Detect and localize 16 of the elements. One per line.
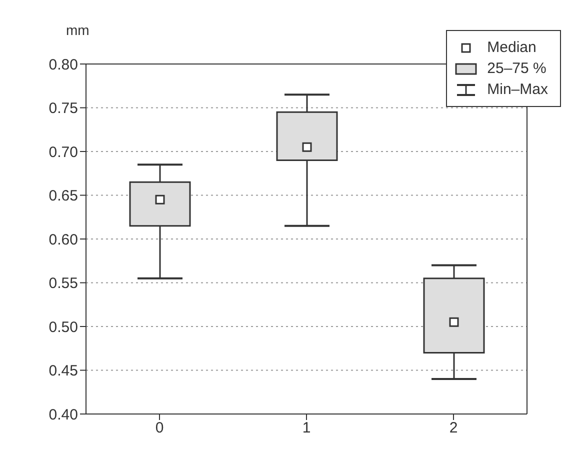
annotation: 25–75 % <box>487 59 546 79</box>
x-tick-label: 0 <box>155 420 164 437</box>
y-tick-label: 0.75 <box>48 100 78 118</box>
x-tick-label: 1 <box>302 420 311 437</box>
y-tick-label: 0.50 <box>48 318 78 336</box>
y-tick-label: 0.45 <box>48 362 78 380</box>
y-tick-label: 0.60 <box>48 231 78 248</box>
y-tick-label: 0.70 <box>48 144 78 161</box>
y-tick-label: 0.80 <box>48 56 78 74</box>
y-axis-title: mm <box>66 22 90 38</box>
y-tick-label: 0.65 <box>48 188 78 205</box>
y-tick-label: 0.40 <box>48 406 78 424</box>
x-tick-label: 2 <box>449 420 458 437</box>
y-tick-label: 0.55 <box>48 275 78 292</box>
key-box: Median 25–75 % Min–Max <box>446 30 561 107</box>
annotation: Min–Max <box>487 80 548 100</box>
